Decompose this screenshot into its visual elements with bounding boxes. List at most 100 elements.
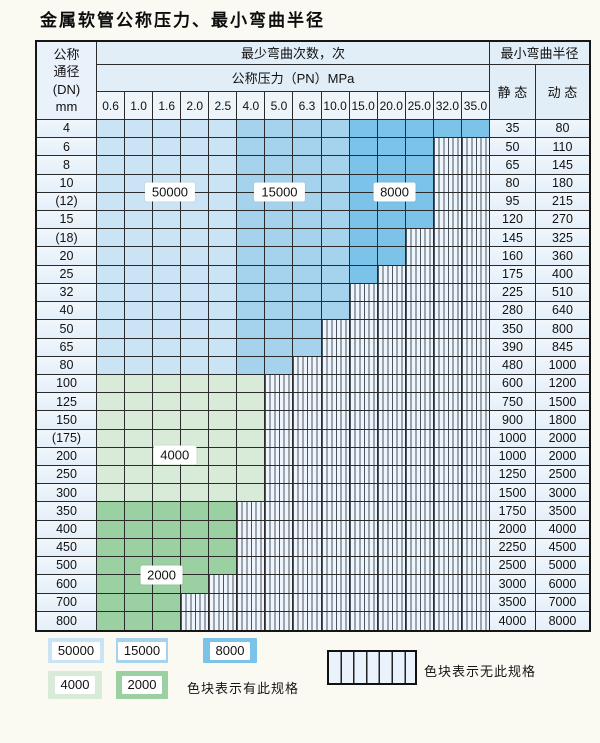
spec-cell — [181, 502, 210, 521]
no-spec-cell — [433, 229, 462, 248]
no-spec-cell — [321, 374, 350, 394]
no-spec-cell — [461, 320, 490, 339]
no-spec-cell — [181, 611, 210, 630]
static-cell: 1500 — [489, 484, 536, 503]
dn-cell: (12) — [37, 192, 97, 212]
spec-cell — [293, 120, 322, 139]
legend-has-spec-text: 色块表示有此规格 — [187, 681, 300, 696]
spec-cell — [181, 356, 210, 375]
no-spec-cell — [405, 374, 434, 394]
no-spec-cell — [237, 538, 266, 558]
dn-cell: 80 — [37, 356, 97, 375]
static-cell: 900 — [489, 411, 536, 430]
no-spec-cell — [321, 575, 350, 594]
pressure-value-cell: 35.0 — [461, 92, 490, 120]
no-spec-cell — [293, 466, 322, 485]
no-spec-cell — [349, 575, 378, 594]
no-spec-cell — [461, 447, 490, 467]
spec-cell — [237, 484, 266, 503]
no-spec-cell — [461, 538, 490, 558]
dn-cell: 600 — [37, 575, 97, 594]
spec-cell — [377, 211, 406, 230]
no-spec-cell — [293, 502, 322, 521]
spec-cell — [97, 156, 126, 175]
dynamic-cell: 5000 — [535, 557, 589, 576]
no-spec-cell — [405, 338, 434, 357]
spec-cell — [181, 265, 210, 284]
cycle-count-label: 50000 — [144, 182, 196, 202]
cycle-count-label: 8000 — [373, 182, 416, 202]
no-spec-cell — [265, 447, 294, 467]
spec-cell — [181, 411, 210, 430]
no-spec-cell — [405, 229, 434, 248]
spec-cell — [209, 247, 238, 266]
spec-cell — [153, 611, 182, 630]
no-spec-cell — [321, 557, 350, 576]
no-spec-cell — [265, 429, 294, 448]
spec-cell — [97, 538, 126, 558]
no-spec-cell — [461, 611, 490, 630]
no-spec-cell — [461, 466, 490, 485]
no-spec-cell — [209, 611, 238, 630]
spec-cell — [321, 211, 350, 230]
dynamic-cell: 4000 — [535, 520, 589, 539]
no-spec-cell — [265, 538, 294, 558]
spec-cell — [321, 120, 350, 139]
spec-cell — [321, 247, 350, 266]
dn-cell: 32 — [37, 283, 97, 303]
no-spec-cell — [237, 575, 266, 594]
dn-cell: 350 — [37, 502, 97, 521]
dynamic-cell: 80 — [535, 120, 589, 139]
no-spec-cell — [349, 320, 378, 339]
spec-cell — [153, 593, 182, 612]
spec-cell — [265, 265, 294, 284]
cycle-count-label: 2000 — [140, 565, 184, 585]
dn-cell: 700 — [37, 593, 97, 612]
spec-cell — [237, 374, 266, 394]
spec-cell — [125, 484, 154, 503]
legend-swatch-label: 15000 — [117, 641, 167, 660]
dn-header-line: (DN) — [52, 81, 81, 97]
no-spec-cell — [293, 575, 322, 594]
static-cell: 2000 — [489, 520, 536, 539]
spec-cell — [209, 356, 238, 375]
no-spec-cell — [461, 393, 490, 412]
no-spec-cell — [405, 265, 434, 284]
spec-cell — [237, 320, 266, 339]
spec-cell — [181, 229, 210, 248]
spec-cell — [237, 356, 266, 375]
spec-cell — [181, 120, 210, 139]
no-spec-cell — [349, 557, 378, 576]
spec-cell — [209, 502, 238, 521]
spec-cell — [181, 538, 210, 558]
spec-cell — [209, 557, 238, 576]
no-spec-cell — [293, 411, 322, 430]
spec-cell — [181, 466, 210, 485]
no-spec-cell — [433, 466, 462, 485]
spec-cell — [237, 156, 266, 175]
spec-cell — [125, 211, 154, 230]
no-spec-cell — [321, 484, 350, 503]
spec-cell — [405, 138, 434, 157]
no-spec-cell — [461, 265, 490, 284]
dynamic-cell: 2500 — [535, 466, 589, 485]
no-spec-cell — [405, 538, 434, 558]
no-spec-cell — [461, 247, 490, 266]
spec-cell — [125, 502, 154, 521]
spec-cell — [153, 302, 182, 321]
no-spec-cell — [265, 611, 294, 630]
cycle-count-label: 15000 — [254, 182, 305, 202]
dynamic-cell: 400 — [535, 265, 589, 284]
spec-cell — [433, 120, 462, 139]
spec-cell — [97, 484, 126, 503]
no-spec-cell — [405, 356, 434, 375]
spec-cell — [125, 393, 154, 412]
spec-cell — [125, 156, 154, 175]
no-spec-cell — [433, 356, 462, 375]
spec-cell — [293, 283, 322, 303]
no-spec-cell — [265, 374, 294, 394]
spec-cell — [237, 211, 266, 230]
no-spec-cell — [405, 593, 434, 612]
spec-cell — [209, 229, 238, 248]
static-cell: 225 — [489, 283, 536, 303]
